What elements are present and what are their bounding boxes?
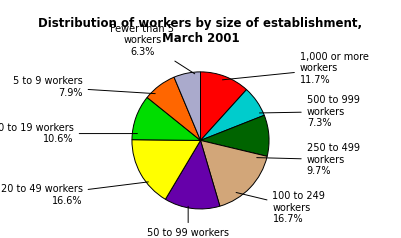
Text: 10 to 19 workers
10.6%: 10 to 19 workers 10.6%: [0, 123, 138, 144]
Wedge shape: [147, 77, 200, 140]
Wedge shape: [132, 140, 200, 199]
Text: 250 to 499
workers
9.7%: 250 to 499 workers 9.7%: [257, 143, 360, 176]
Wedge shape: [132, 97, 200, 140]
Wedge shape: [174, 72, 200, 140]
Wedge shape: [200, 90, 264, 140]
Wedge shape: [200, 140, 267, 206]
Text: Fewer than 5
workers
6.3%: Fewer than 5 workers 6.3%: [110, 24, 195, 74]
Text: Distribution of workers by size of establishment,
March 2001: Distribution of workers by size of estab…: [38, 17, 363, 45]
Text: 100 to 249
workers
16.7%: 100 to 249 workers 16.7%: [236, 191, 325, 224]
Text: 20 to 49 workers
16.6%: 20 to 49 workers 16.6%: [1, 182, 148, 206]
Wedge shape: [200, 72, 247, 140]
Wedge shape: [200, 115, 269, 156]
Text: 500 to 999
workers
7.3%: 500 to 999 workers 7.3%: [259, 95, 360, 128]
Text: 50 to 99 workers
13.1%: 50 to 99 workers 13.1%: [147, 206, 229, 238]
Text: 1,000 or more
workers
11.7%: 1,000 or more workers 11.7%: [223, 52, 369, 85]
Text: 5 to 9 workers
7.9%: 5 to 9 workers 7.9%: [13, 76, 155, 98]
Wedge shape: [165, 140, 220, 209]
